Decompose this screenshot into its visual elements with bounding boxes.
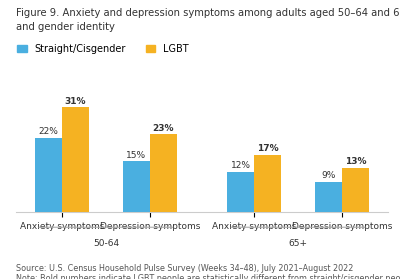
- Text: 15%: 15%: [126, 151, 146, 160]
- Text: Source: U.S. Census Household Pulse Survey (Weeks 34–48), July 2021–August 2022: Source: U.S. Census Household Pulse Surv…: [16, 264, 353, 273]
- Text: 65+: 65+: [289, 239, 308, 248]
- Text: 9%: 9%: [322, 171, 336, 180]
- Text: 13%: 13%: [345, 157, 366, 167]
- Bar: [35, 138, 62, 212]
- Bar: [150, 134, 176, 212]
- Bar: [315, 182, 342, 212]
- Bar: [62, 107, 89, 212]
- Bar: [123, 161, 150, 212]
- Bar: [254, 155, 281, 212]
- Text: 22%: 22%: [39, 127, 58, 136]
- Text: 12%: 12%: [231, 161, 251, 170]
- Legend: Straight/Cisgender, LGBT: Straight/Cisgender, LGBT: [14, 40, 193, 57]
- Text: Figure 9. Anxiety and depression symptoms among adults aged 50–64 and 65 and old: Figure 9. Anxiety and depression symptom…: [16, 8, 400, 32]
- Text: 31%: 31%: [65, 97, 86, 106]
- Text: 50-64: 50-64: [93, 239, 119, 248]
- Text: 17%: 17%: [257, 144, 278, 153]
- Bar: [228, 172, 254, 212]
- Bar: [342, 168, 369, 212]
- Text: Note: Bold numbers indicate LGBT people are statistically different from straigh: Note: Bold numbers indicate LGBT people …: [16, 274, 400, 279]
- Text: 23%: 23%: [152, 124, 174, 133]
